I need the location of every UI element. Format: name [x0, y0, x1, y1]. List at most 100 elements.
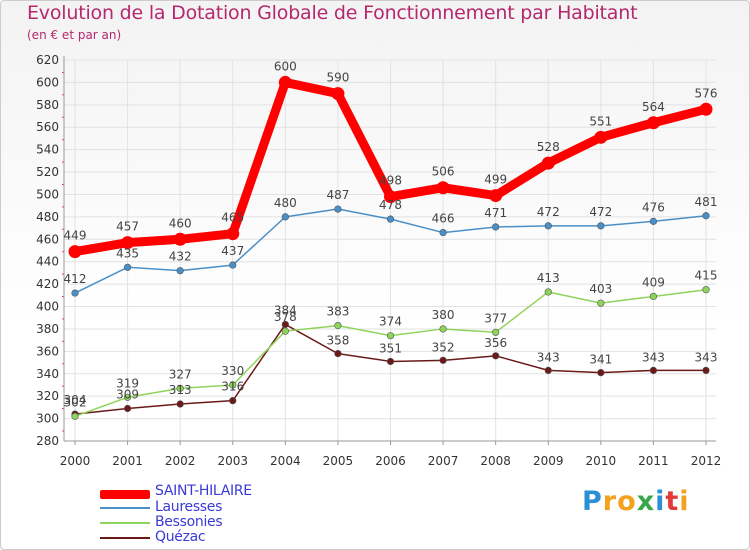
y-tick-label: 520 — [36, 165, 59, 179]
data-label: 590 — [326, 71, 349, 85]
data-label: 480 — [274, 196, 297, 210]
data-point — [226, 227, 240, 241]
data-label: 403 — [589, 282, 612, 296]
data-label: 499 — [484, 173, 507, 187]
data-label: 472 — [537, 205, 560, 219]
data-label: 313 — [169, 383, 192, 397]
data-label: 343 — [695, 350, 718, 364]
x-tick-label: 2012 — [691, 454, 722, 468]
data-label: 356 — [484, 336, 507, 350]
data-point — [439, 228, 447, 237]
y-tick-label: 500 — [36, 187, 59, 201]
data-point — [68, 245, 82, 259]
data-label: 432 — [169, 250, 192, 264]
data-label: 351 — [379, 341, 402, 355]
data-label: 437 — [221, 244, 244, 258]
data-label: 377 — [484, 311, 507, 325]
x-tick-label: 2010 — [586, 454, 617, 468]
data-point — [278, 75, 292, 89]
data-label: 481 — [695, 195, 718, 209]
grid — [64, 59, 716, 442]
data-point — [597, 369, 605, 377]
data-label: 383 — [326, 305, 349, 319]
data-point — [492, 223, 500, 231]
y-tick-label: 580 — [36, 98, 59, 112]
data-point — [229, 381, 237, 389]
data-label: 374 — [379, 315, 402, 329]
y-tick-label: 480 — [36, 210, 59, 224]
data-point — [702, 366, 710, 375]
series-layer — [68, 75, 713, 420]
x-tick-label: 2001 — [112, 454, 143, 468]
data-label: 476 — [642, 200, 665, 214]
data-point — [173, 232, 187, 246]
data-point — [544, 288, 552, 296]
y-tick-label: 320 — [36, 389, 59, 403]
data-point — [649, 292, 658, 301]
data-point — [334, 205, 342, 213]
data-point — [646, 116, 660, 130]
data-label: 352 — [432, 340, 455, 354]
data-label: 460 — [169, 216, 192, 230]
y-tick-label: 460 — [36, 232, 59, 246]
data-label: 564 — [642, 100, 665, 114]
data-point — [386, 215, 395, 223]
x-tick-label: 2011 — [638, 454, 669, 468]
data-label: 478 — [379, 198, 402, 212]
data-point — [281, 213, 289, 221]
data-point — [386, 332, 395, 340]
data-point — [331, 87, 345, 101]
data-point — [229, 261, 237, 269]
data-label: 465 — [221, 211, 244, 225]
data-point — [541, 156, 555, 170]
legend-label: Lauresses — [155, 499, 223, 515]
data-point — [702, 286, 710, 294]
data-point — [594, 130, 608, 144]
y-tick-label: 560 — [36, 120, 59, 134]
logo-letter: i — [655, 486, 666, 517]
x-tick-label: 2008 — [480, 454, 511, 468]
data-point — [123, 393, 132, 401]
data-point — [121, 236, 135, 250]
x-tick-label: 2005 — [323, 454, 354, 468]
data-label: 384 — [274, 303, 297, 317]
data-point — [492, 352, 500, 360]
logo-letter: r — [602, 486, 618, 517]
data-label: 528 — [537, 140, 560, 154]
data-point — [649, 366, 658, 375]
data-point — [176, 267, 184, 275]
data-point — [176, 384, 184, 392]
data-label: 380 — [432, 308, 455, 322]
logo-letter: i — [679, 486, 690, 517]
data-point — [123, 404, 132, 413]
data-label: 378 — [274, 310, 297, 324]
data-point — [544, 366, 552, 375]
y-tick-label: 540 — [36, 143, 59, 157]
y-tick-label: 340 — [36, 367, 59, 381]
data-point — [597, 222, 605, 230]
legend-swatch — [100, 522, 150, 524]
data-label: 471 — [484, 206, 507, 220]
data-point — [384, 190, 397, 204]
x-tick-label: 2007 — [428, 454, 459, 468]
data-label: 415 — [695, 269, 718, 283]
logo-letter: o — [617, 486, 637, 517]
data-label: 309 — [116, 388, 139, 402]
data-point — [436, 181, 450, 195]
y-tick-label: 440 — [36, 255, 59, 269]
data-point — [334, 321, 342, 330]
legend-swatch — [100, 490, 150, 499]
x-tick-label: 2009 — [533, 454, 564, 468]
data-label: 435 — [116, 246, 139, 260]
y-tick-label: 600 — [36, 75, 59, 89]
data-point — [176, 400, 184, 408]
data-label: 302 — [64, 395, 87, 409]
data-label: 412 — [64, 272, 87, 286]
proxiti-logo: Proxiti — [582, 486, 690, 517]
data-label: 409 — [642, 275, 665, 289]
data-point — [71, 289, 79, 297]
data-label: 466 — [432, 212, 455, 226]
legend-swatch — [100, 507, 150, 509]
